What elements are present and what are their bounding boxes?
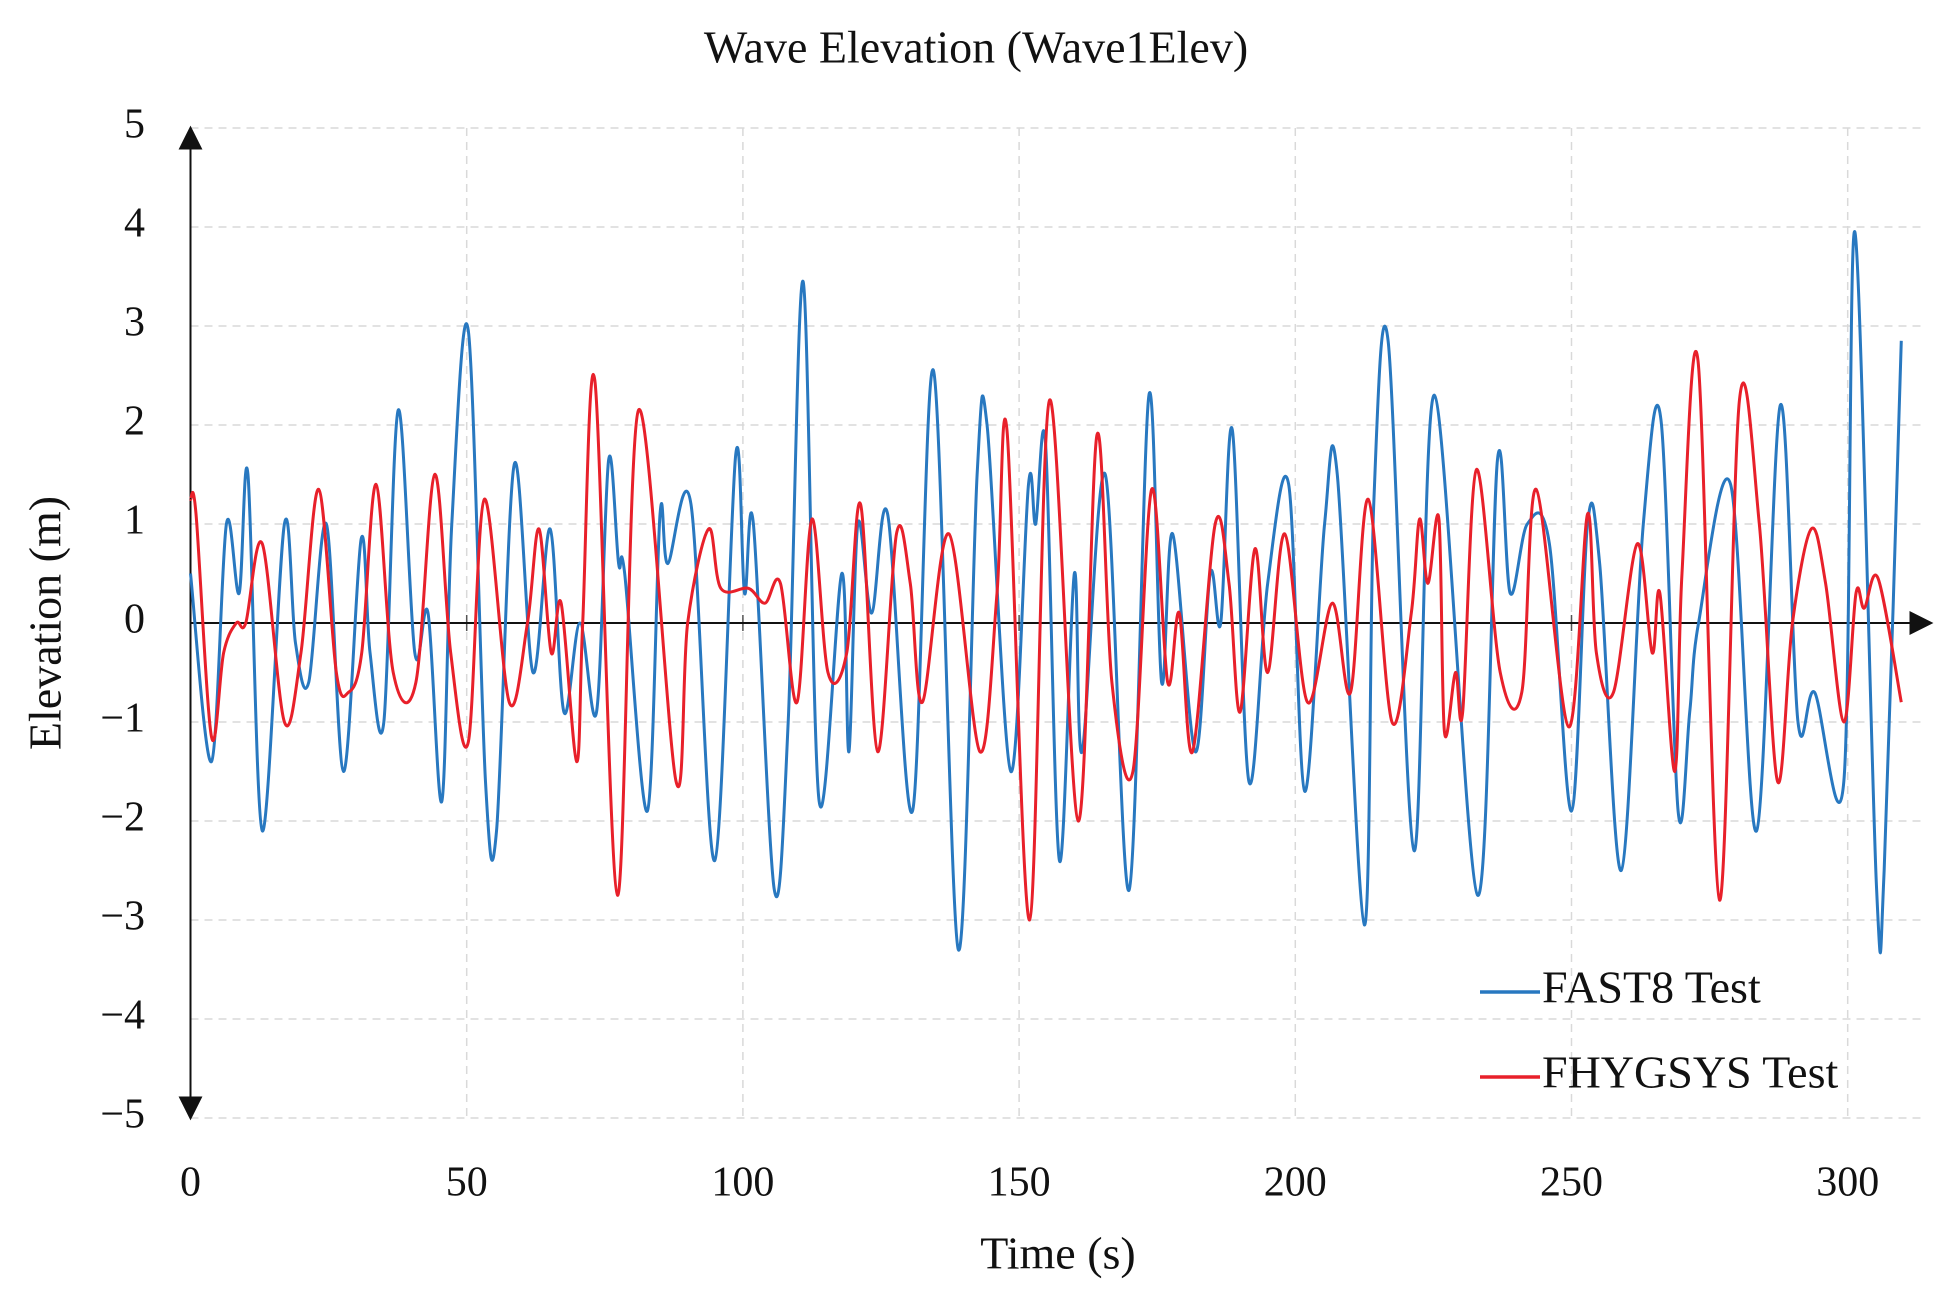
x-tick-label: 300 (1816, 1160, 1879, 1206)
y-tick-label: −1 (100, 696, 145, 742)
plot-lines (189, 230, 1903, 955)
y-tick-label: −2 (100, 795, 145, 841)
series-line (189, 349, 1903, 922)
y-tick-label: 3 (124, 300, 145, 346)
x-tick-label: 150 (988, 1160, 1051, 1206)
y-tick-label: −3 (100, 894, 145, 940)
y-tick-label: 0 (124, 597, 145, 643)
x-tick-label: 100 (711, 1160, 774, 1206)
series-line (189, 230, 1903, 955)
labels: Wave Elevation (Wave1Elev) Time (s) Elev… (20, 22, 1249, 1279)
x-tick-label: 200 (1264, 1160, 1327, 1206)
chart-title: Wave Elevation (Wave1Elev) (704, 22, 1248, 73)
y-tick-label: 4 (124, 201, 145, 247)
x-tick-label: 0 (180, 1160, 201, 1206)
x-tick-label: 250 (1540, 1160, 1603, 1206)
x-tick-label: 50 (446, 1160, 488, 1206)
legend: FAST8 Test FHYGSYS Test (1480, 962, 1839, 1098)
y-axis-label: Elevation (m) (20, 496, 71, 750)
y-tick-label: 1 (124, 498, 145, 544)
y-tick-label: 5 (124, 102, 145, 148)
y-tick-label: 2 (124, 399, 145, 445)
y-tick-label: −4 (100, 993, 145, 1039)
x-axis-label: Time (s) (980, 1228, 1136, 1279)
legend-label: FHYGSYS Test (1542, 1047, 1839, 1098)
y-tick-label: −5 (100, 1092, 145, 1138)
legend-label: FAST8 Test (1542, 962, 1761, 1013)
